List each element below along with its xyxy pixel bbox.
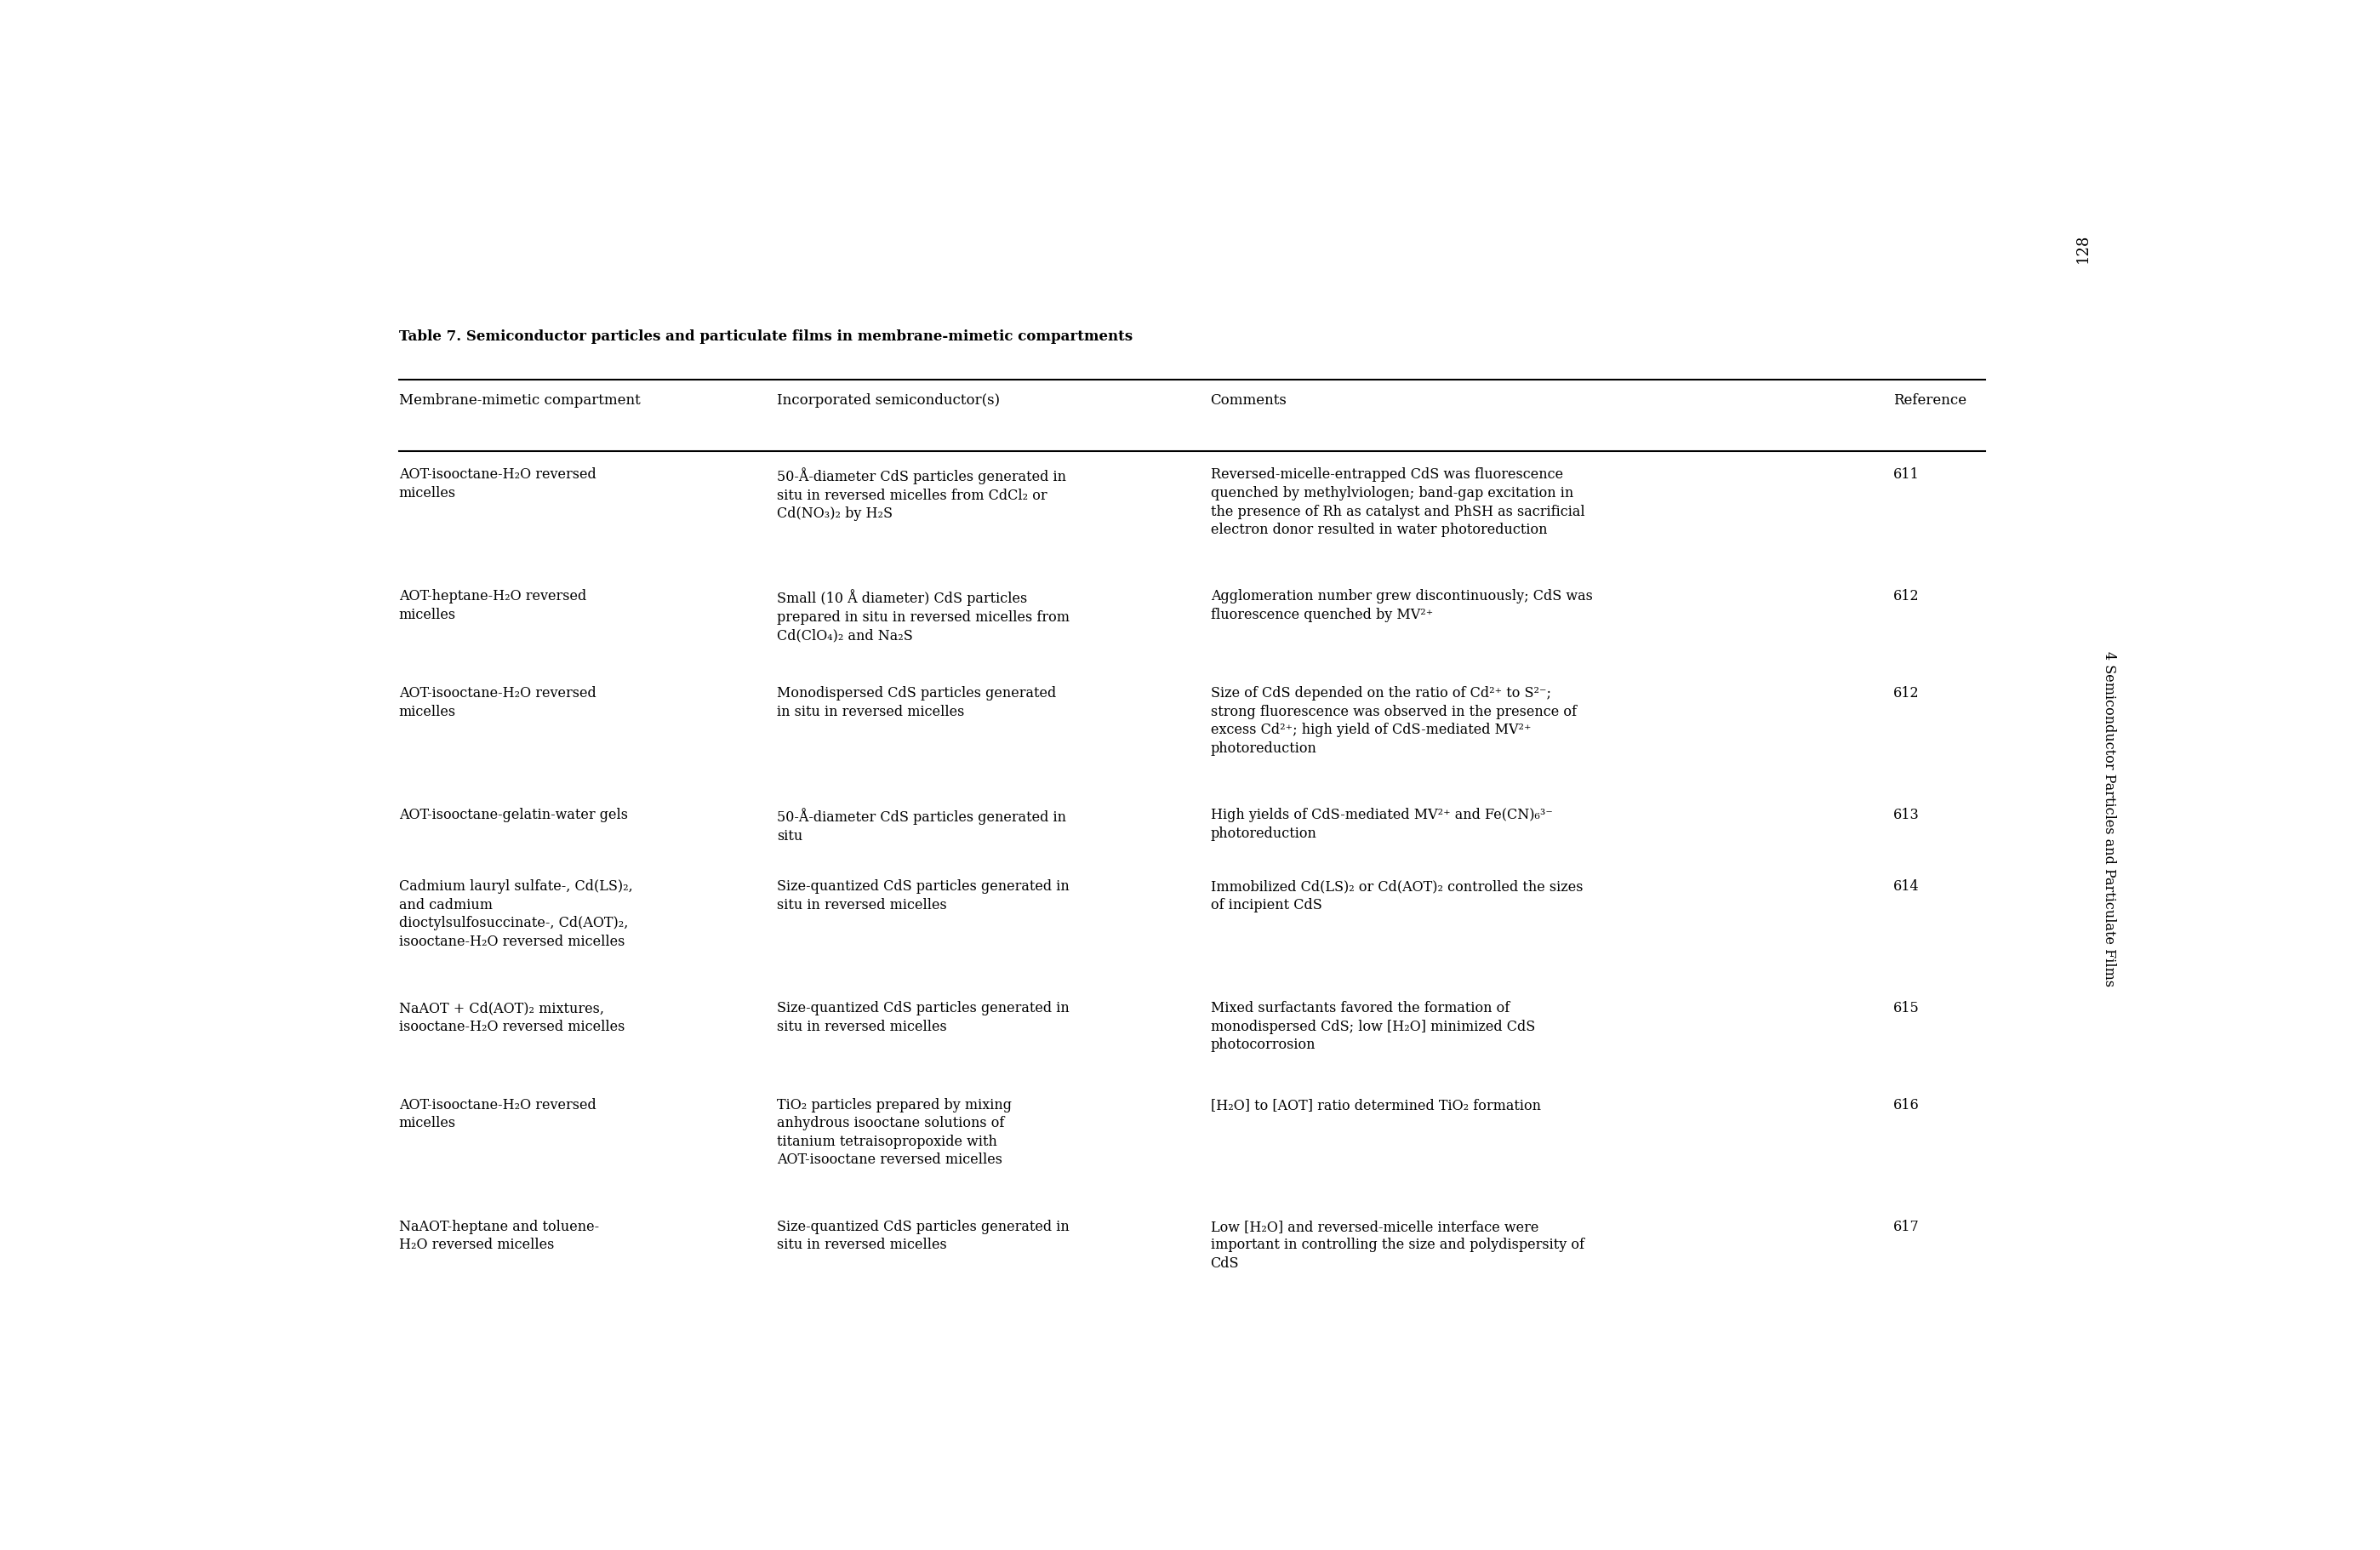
Text: Size-quantized CdS particles generated in
situ in reversed micelles: Size-quantized CdS particles generated i… bbox=[776, 1001, 1069, 1034]
Text: Reversed-micelle-entrapped CdS was fluorescence
quenched by methylviologen; band: Reversed-micelle-entrapped CdS was fluor… bbox=[1211, 468, 1585, 538]
Text: Mixed surfactants favored the formation of
monodispersed CdS; low [H₂O] minimize: Mixed surfactants favored the formation … bbox=[1211, 1001, 1535, 1052]
Text: NaAOT + Cd(AOT)₂ mixtures,
isooctane-H₂O reversed micelles: NaAOT + Cd(AOT)₂ mixtures, isooctane-H₂O… bbox=[400, 1001, 626, 1034]
Text: Agglomeration number grew discontinuously; CdS was
fluorescence quenched by MV²⁺: Agglomeration number grew discontinuousl… bbox=[1211, 589, 1592, 622]
Text: 614: 614 bbox=[1892, 879, 1918, 894]
Text: Table 7. Semiconductor particles and particulate films in membrane-mimetic compa: Table 7. Semiconductor particles and par… bbox=[400, 329, 1133, 344]
Text: 616: 616 bbox=[1892, 1097, 1918, 1113]
Text: 4 Semiconductor Particles and Particulate Films: 4 Semiconductor Particles and Particulat… bbox=[2102, 651, 2116, 986]
Text: AOT-isooctane-gelatin-water gels: AOT-isooctane-gelatin-water gels bbox=[400, 808, 628, 823]
Text: [H₂O] to [AOT] ratio determined TiO₂ formation: [H₂O] to [AOT] ratio determined TiO₂ for… bbox=[1211, 1097, 1540, 1113]
Text: Reference: Reference bbox=[1892, 394, 1966, 408]
Text: 612: 612 bbox=[1892, 589, 1918, 605]
Text: 612: 612 bbox=[1892, 687, 1918, 701]
Text: Size-quantized CdS particles generated in
situ in reversed micelles: Size-quantized CdS particles generated i… bbox=[776, 879, 1069, 913]
Text: Cadmium lauryl sulfate-, Cd(LS)₂,
and cadmium
dioctylsulfosuccinate-, Cd(AOT)₂,
: Cadmium lauryl sulfate-, Cd(LS)₂, and ca… bbox=[400, 879, 633, 949]
Text: AOT-isooctane-H₂O reversed
micelles: AOT-isooctane-H₂O reversed micelles bbox=[400, 687, 595, 719]
Text: 128: 128 bbox=[2075, 234, 2090, 264]
Text: 613: 613 bbox=[1892, 808, 1918, 823]
Text: 50-Å-diameter CdS particles generated in
situ in reversed micelles from CdCl₂ or: 50-Å-diameter CdS particles generated in… bbox=[776, 468, 1066, 521]
Text: Membrane-mimetic compartment: Membrane-mimetic compartment bbox=[400, 394, 640, 408]
Text: 617: 617 bbox=[1892, 1220, 1918, 1234]
Text: Immobilized Cd(LS)₂ or Cd(AOT)₂ controlled the sizes
of incipient CdS: Immobilized Cd(LS)₂ or Cd(AOT)₂ controll… bbox=[1211, 879, 1583, 913]
Text: Size-quantized CdS particles generated in
situ in reversed micelles: Size-quantized CdS particles generated i… bbox=[776, 1220, 1069, 1252]
Text: NaAOT-heptane and toluene-
H₂O reversed micelles: NaAOT-heptane and toluene- H₂O reversed … bbox=[400, 1220, 600, 1252]
Text: Small (10 Å diameter) CdS particles
prepared in situ in reversed micelles from
C: Small (10 Å diameter) CdS particles prep… bbox=[776, 589, 1069, 643]
Text: AOT-isooctane-H₂O reversed
micelles: AOT-isooctane-H₂O reversed micelles bbox=[400, 1097, 595, 1130]
Text: High yields of CdS-mediated MV²⁺ and Fe(CN)₆³⁻
photoreduction: High yields of CdS-mediated MV²⁺ and Fe(… bbox=[1211, 808, 1552, 840]
Text: 50-Å-diameter CdS particles generated in
situ: 50-Å-diameter CdS particles generated in… bbox=[776, 808, 1066, 843]
Text: Monodispersed CdS particles generated
in situ in reversed micelles: Monodispersed CdS particles generated in… bbox=[776, 687, 1057, 719]
Text: Comments: Comments bbox=[1211, 394, 1288, 408]
Text: Low [H₂O] and reversed-micelle interface were
important in controlling the size : Low [H₂O] and reversed-micelle interface… bbox=[1211, 1220, 1585, 1271]
Text: AOT-heptane-H₂O reversed
micelles: AOT-heptane-H₂O reversed micelles bbox=[400, 589, 585, 622]
Text: Size of CdS depended on the ratio of Cd²⁺ to S²⁻;
strong fluorescence was observ: Size of CdS depended on the ratio of Cd²… bbox=[1211, 687, 1576, 755]
Text: Incorporated semiconductor(s): Incorporated semiconductor(s) bbox=[776, 394, 1000, 408]
Text: TiO₂ particles prepared by mixing
anhydrous isooctane solutions of
titanium tetr: TiO₂ particles prepared by mixing anhydr… bbox=[776, 1097, 1011, 1167]
Text: 615: 615 bbox=[1892, 1001, 1918, 1015]
Text: AOT-isooctane-H₂O reversed
micelles: AOT-isooctane-H₂O reversed micelles bbox=[400, 468, 595, 501]
Text: 611: 611 bbox=[1892, 468, 1918, 482]
